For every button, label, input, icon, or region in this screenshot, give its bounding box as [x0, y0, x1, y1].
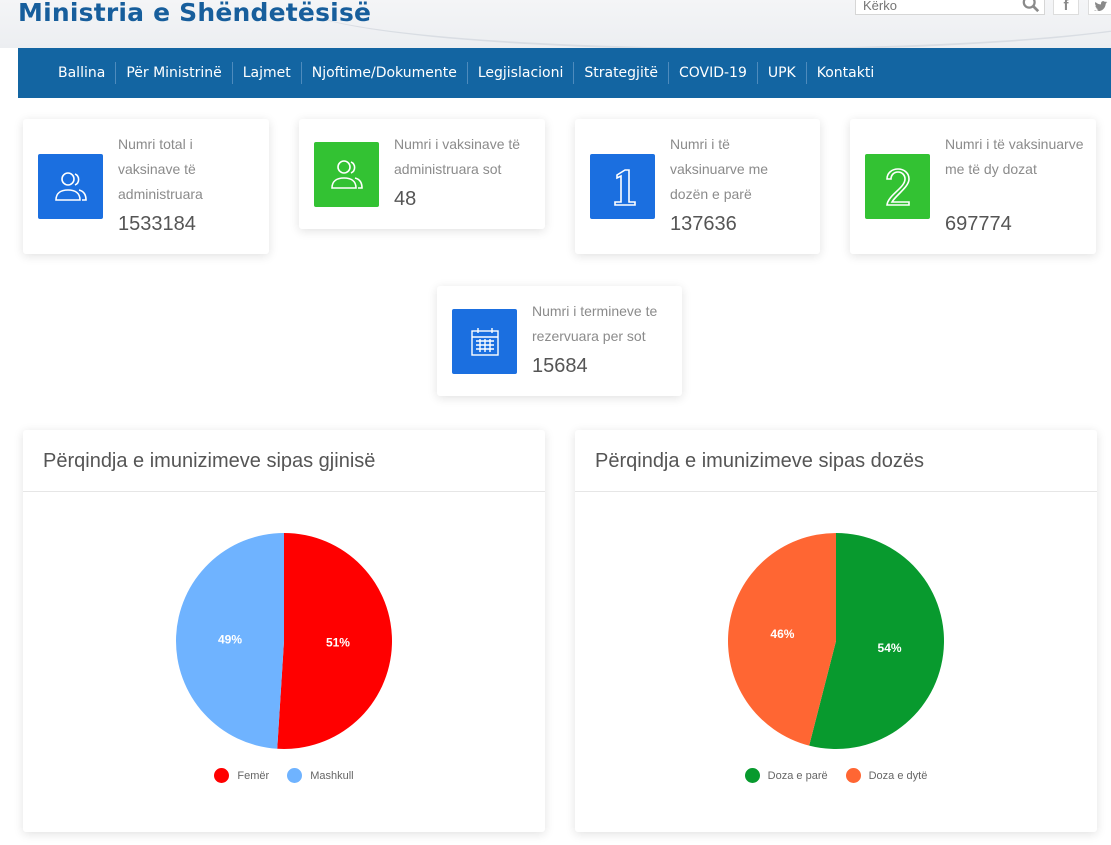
calendar-icon	[452, 309, 517, 374]
nav-item-kontakti[interactable]: Kontakti	[805, 62, 884, 84]
chart-title: Përqindja e imunizimeve sipas gjinisë	[43, 450, 376, 472]
legend-item-doza-dyte[interactable]: Doza e dytë	[845, 768, 928, 783]
nav-item-per-ministrine[interactable]: Për Ministrinë	[115, 62, 231, 84]
pie-data-label: 49%	[218, 632, 242, 646]
dose-chart-panel: Përqindja e imunizimeve sipas dozës 54% 4…	[575, 430, 1097, 832]
stat-card-two-doses: Numri i të vaksinuarve me të dy dozat 69…	[850, 119, 1096, 254]
search-icon[interactable]	[1022, 0, 1040, 13]
legend-label: Femër	[237, 769, 270, 782]
legend-swatch	[214, 768, 230, 783]
pie-data-label: 46%	[770, 627, 794, 641]
twitter-icon[interactable]	[1088, 0, 1111, 15]
stat-value: 1533184	[118, 213, 196, 235]
stat-label: Numri i të vaksinuarve me të dy dozat	[945, 136, 1084, 177]
site-header: Ministria e Shëndetësisë f	[0, 0, 1111, 48]
stat-value: 137636	[670, 213, 737, 235]
stat-card-today-vaccines: Numri i vaksinave të administruara sot 4…	[299, 119, 545, 229]
search-box[interactable]	[855, 0, 1045, 15]
stat-label: Numri i vaksinave të administruara sot	[394, 136, 521, 177]
divider	[575, 491, 1097, 492]
dose-pie-chart: 54% 46%	[728, 533, 944, 749]
nav-item-covid[interactable]: COVID-19	[667, 62, 757, 84]
facebook-icon[interactable]: f	[1053, 0, 1079, 15]
pie-slice-fem-r[interactable]	[277, 533, 392, 749]
nav-item-njoftime[interactable]: Njoftime/Dokumente	[300, 62, 467, 84]
number-two-icon	[865, 154, 930, 219]
legend-item-doza-pare[interactable]: Doza e parë	[744, 768, 828, 783]
stat-value: 48	[394, 188, 417, 210]
legend-label: Mashkull	[310, 769, 354, 782]
nav-item-upk[interactable]: UPK	[756, 62, 806, 84]
stat-value: 15684	[532, 355, 588, 377]
nav-item-ballina[interactable]: Ballina	[58, 65, 106, 81]
stat-card-appointments: Numri i termineve te rezervuara per sot …	[437, 286, 682, 396]
stat-value: 697774	[945, 213, 1012, 235]
legend-swatch	[845, 768, 861, 783]
stat-card-total-vaccines: Numri total i vaksinave të administruara…	[23, 119, 269, 254]
chart-legend: Femër Mashkull	[23, 768, 545, 783]
legend-swatch	[287, 768, 303, 783]
chart-legend: Doza e parë Doza e dytë	[575, 768, 1097, 783]
legend-swatch	[744, 768, 760, 783]
pie-data-label: 51%	[326, 636, 350, 650]
legend-label: Doza e parë	[767, 769, 828, 782]
legend-item-mashkull[interactable]: Mashkull	[287, 768, 354, 783]
pie-slice-doza-e-par-[interactable]	[809, 533, 944, 749]
nav-item-lajmet[interactable]: Lajmet	[231, 62, 301, 84]
pie-data-label: 54%	[878, 641, 902, 655]
search-input[interactable]	[856, 0, 1006, 14]
divider	[23, 491, 545, 492]
pie-slice-mashkull[interactable]	[175, 533, 284, 749]
legend-item-femer[interactable]: Femër	[214, 768, 269, 783]
stat-label: Numri total i vaksinave të administruara	[118, 136, 203, 202]
stat-card-first-dose: Numri i të vaksinuarve me dozën e parë 1…	[575, 119, 820, 254]
chart-title: Përqindja e imunizimeve sipas dozës	[595, 450, 925, 472]
nav-item-legjislacioni[interactable]: Legjislacioni	[466, 62, 574, 84]
stat-label: Numri i termineve te rezervuara per sot	[532, 303, 658, 344]
users-icon	[38, 154, 103, 219]
pie-slice-doza-e-dyt-[interactable]	[728, 533, 836, 746]
number-one-icon	[590, 154, 655, 219]
site-title[interactable]: Ministria e Shëndetësisë	[18, 0, 372, 27]
main-nav: Ballina Për Ministrinë Lajmet Njoftime/D…	[18, 48, 1111, 98]
gender-chart-panel: Përqindja e imunizimeve sipas gjinisë 51…	[23, 430, 545, 832]
gender-pie-chart: 51% 49%	[175, 533, 392, 749]
stat-label: Numri i të vaksinuarve me dozën e parë	[670, 136, 769, 202]
nav-item-strategjite[interactable]: Strategjitë	[573, 62, 668, 84]
users-icon	[314, 142, 379, 207]
legend-label: Doza e dytë	[868, 769, 928, 782]
